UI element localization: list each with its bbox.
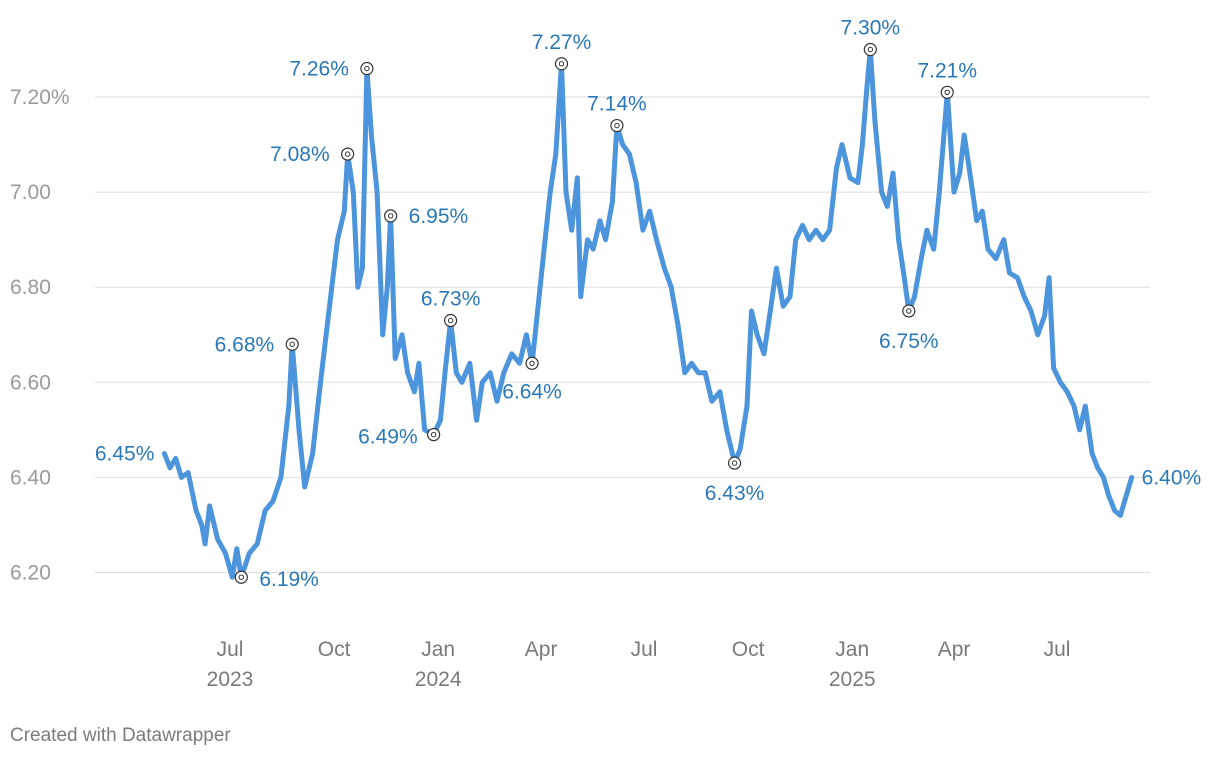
series-line (161, 47, 1135, 580)
annotation-marker-dot (447, 317, 454, 324)
annotation-label: 7.08% (270, 143, 330, 166)
line-chart: 6.20 6.40 6.60 6.80 7.00 7.20% Jul 2023 Oct Jan 2… (10, 17, 1201, 691)
y-axis-ticks: 6.20 6.40 6.60 6.80 7.00 7.20% (10, 86, 70, 584)
annotation-marker-dot (529, 360, 535, 366)
annotation-marker-dot (906, 308, 912, 314)
y-tick-label: 6.80 (10, 276, 51, 299)
annotation-marker-dot (289, 341, 295, 347)
x-tick-year-label: 2023 (207, 668, 254, 691)
x-axis-ticks: Jul 2023 Oct Jan 2024 Apr Jul Oct Jan 2025 Apr Jul (207, 638, 1071, 691)
annotation-label: 7.14% (587, 93, 647, 116)
x-tick-label: Oct (318, 638, 351, 661)
y-tick-label: 7.20% (10, 86, 70, 109)
x-tick-label: Jul (631, 638, 658, 661)
y-tick-label: 7.00 (10, 181, 51, 204)
x-tick-year-label: 2024 (415, 668, 462, 691)
y-tick-label: 6.20 (10, 561, 51, 584)
annotation-label: 6.43% (705, 482, 765, 505)
annotation-label: 6.19% (259, 568, 319, 591)
x-tick-label: Jul (217, 638, 244, 661)
annotation-marker-dot (238, 574, 245, 580)
y-tick-label: 6.40 (10, 466, 51, 489)
x-tick-label: Oct (732, 638, 765, 661)
annotation-marker-dot (558, 61, 565, 67)
x-tick-label: Jan (421, 638, 455, 661)
annotation-marker-dot (364, 65, 370, 72)
annotation-label: 7.26% (289, 58, 349, 81)
x-tick-label: Jan (835, 638, 869, 661)
annotation-label: 6.64% (502, 380, 562, 403)
grid-lines (95, 96, 1150, 573)
annotation-label: 6.40% (1142, 466, 1202, 489)
annotation-label: 7.21% (917, 59, 977, 82)
annotation-label: 7.30% (841, 17, 901, 40)
x-tick-label: Apr (525, 638, 558, 661)
annotation-label: 6.95% (409, 205, 469, 228)
x-tick-label: Jul (1044, 638, 1071, 661)
annotation-label: 6.75% (879, 330, 939, 353)
annotation-label: 6.73% (421, 287, 481, 310)
y-tick-label: 6.60 (10, 371, 51, 394)
datawrapper-credit: Created with Datawrapper (10, 725, 231, 746)
annotation-label: 6.49% (358, 426, 418, 449)
annotation-marker-dot (387, 213, 394, 219)
annotation-marker-dot (731, 460, 738, 466)
annotation-marker-dot (867, 46, 874, 53)
x-tick-label: Apr (938, 638, 971, 661)
series-layer (161, 47, 1135, 580)
annotation-label: 6.68% (215, 333, 275, 356)
annotation-marker-dot (944, 89, 950, 95)
annotation-marker-dot (344, 151, 351, 157)
annotation-marker-dot (614, 122, 620, 129)
annotations: 6.45% 6.19% 6.68% 7.08% 7.26% 6.95% 6.49% 6.73%… (95, 17, 1201, 592)
annotation-label: 7.27% (532, 31, 592, 54)
annotation-marker-dot (430, 431, 437, 438)
x-tick-year-label: 2025 (829, 668, 876, 691)
annotation-label: 6.45% (95, 443, 155, 466)
